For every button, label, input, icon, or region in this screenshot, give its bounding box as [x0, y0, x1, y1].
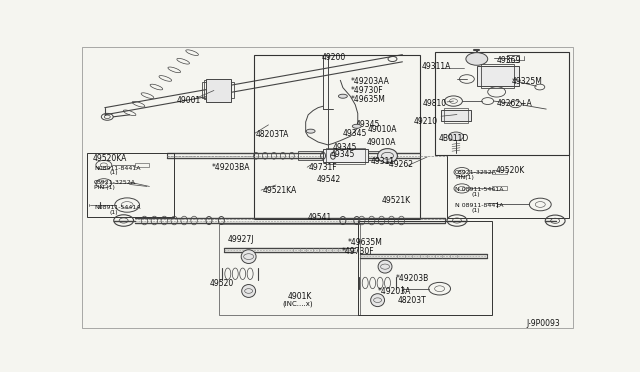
Text: J-9P0093: J-9P0093 — [527, 318, 560, 328]
Text: *49730F: *49730F — [341, 247, 374, 256]
Text: *49730F: *49730F — [350, 86, 383, 95]
Text: 49210: 49210 — [413, 118, 437, 126]
Text: 49200: 49200 — [322, 53, 346, 62]
Bar — [253, 55, 420, 219]
Bar — [447, 155, 568, 218]
Bar — [88, 153, 174, 217]
Bar — [435, 52, 568, 155]
Text: *49635M: *49635M — [348, 238, 383, 247]
Text: 49520KA: 49520KA — [92, 154, 127, 163]
Text: 49345: 49345 — [330, 150, 355, 160]
Bar — [367, 151, 392, 160]
Text: 49262+A: 49262+A — [497, 99, 532, 108]
Text: 48203T: 48203T — [397, 296, 426, 305]
Bar — [492, 170, 507, 174]
Text: (1): (1) — [472, 192, 481, 197]
Text: 49731F: 49731F — [308, 163, 337, 172]
Text: *49203AA: *49203AA — [350, 77, 389, 86]
Text: 49345: 49345 — [355, 121, 380, 129]
Bar — [134, 163, 150, 167]
Text: *49262: *49262 — [386, 160, 414, 169]
Ellipse shape — [339, 94, 348, 98]
Bar — [326, 148, 365, 164]
Ellipse shape — [306, 129, 315, 133]
Ellipse shape — [378, 260, 392, 273]
Ellipse shape — [241, 250, 256, 263]
Bar — [444, 108, 468, 122]
Text: 49927J: 49927J — [228, 235, 254, 244]
Text: N08911-5441A: N08911-5441A — [94, 205, 140, 211]
Text: 08921-3252A: 08921-3252A — [94, 180, 136, 185]
Text: 49542: 49542 — [317, 175, 341, 184]
Text: N 08911-8441A: N 08911-8441A — [455, 203, 504, 208]
Bar — [481, 64, 515, 88]
Bar — [204, 80, 231, 99]
Bar — [507, 55, 519, 62]
Text: 4901K: 4901K — [287, 292, 312, 301]
Text: N08911-8441A: N08911-8441A — [94, 166, 140, 171]
Text: 4B011D: 4B011D — [439, 134, 469, 143]
Circle shape — [449, 132, 463, 141]
Text: 08921-3252A: 08921-3252A — [455, 170, 497, 175]
Text: PIN (1): PIN (1) — [94, 185, 115, 189]
Text: 49520: 49520 — [210, 279, 234, 288]
Text: 49810: 49810 — [422, 99, 446, 108]
Bar — [323, 149, 367, 162]
Text: (1): (1) — [110, 210, 118, 215]
Text: PIN(1): PIN(1) — [455, 175, 474, 180]
Circle shape — [466, 53, 488, 65]
Text: 49010A: 49010A — [367, 125, 397, 134]
Text: N 08911-5441A: N 08911-5441A — [455, 187, 504, 192]
Text: 49520K: 49520K — [495, 166, 525, 175]
Text: 49521KA: 49521KA — [262, 186, 297, 195]
Bar — [441, 110, 471, 121]
Text: *49203BA: *49203BA — [211, 163, 250, 172]
Bar — [492, 186, 507, 190]
Text: 48203TA: 48203TA — [256, 130, 289, 140]
Text: 49369: 49369 — [497, 57, 521, 65]
Text: 49010A: 49010A — [367, 138, 396, 147]
Text: 49345: 49345 — [343, 129, 367, 138]
Text: 49541: 49541 — [307, 214, 332, 222]
Bar — [219, 224, 360, 315]
Text: 49325M: 49325M — [511, 77, 542, 86]
Bar — [202, 82, 234, 97]
Ellipse shape — [242, 285, 255, 298]
Text: *49203A: *49203A — [378, 287, 411, 296]
Text: 49521K: 49521K — [381, 196, 411, 205]
Ellipse shape — [371, 294, 385, 307]
Bar — [477, 65, 519, 86]
Text: *49635M: *49635M — [350, 94, 385, 103]
Text: 49311: 49311 — [370, 157, 394, 166]
Bar — [298, 151, 323, 160]
Text: (INC....x): (INC....x) — [282, 301, 313, 307]
Text: (1): (1) — [472, 208, 481, 213]
Ellipse shape — [352, 124, 361, 128]
Bar — [207, 79, 231, 102]
Text: 49311A: 49311A — [421, 62, 451, 71]
Text: *49203B: *49203B — [396, 274, 429, 283]
Text: (1): (1) — [110, 170, 118, 176]
Bar — [358, 221, 492, 315]
Ellipse shape — [378, 149, 397, 163]
Text: 49001: 49001 — [177, 96, 201, 105]
Text: 49345: 49345 — [333, 143, 357, 152]
